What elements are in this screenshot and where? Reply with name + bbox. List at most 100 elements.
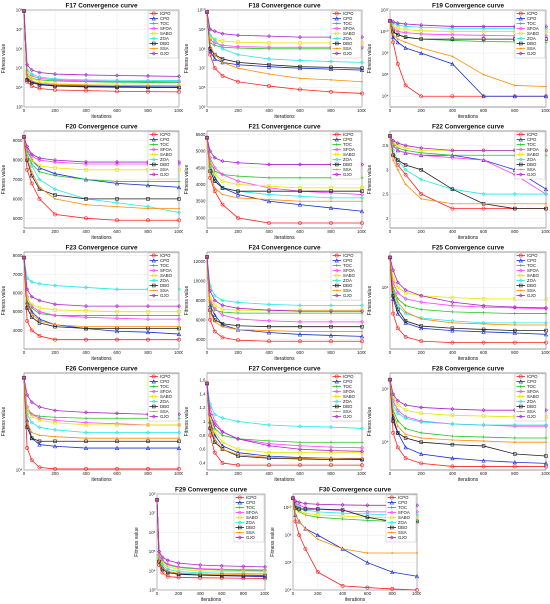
- legend-label: GJO: [343, 414, 352, 419]
- legend-label: SSA: [343, 288, 352, 293]
- legend-label: SFOA: [343, 147, 355, 152]
- y-tick-label: 10⁵: [382, 387, 389, 392]
- y-tick-label: 10⁵: [16, 66, 23, 71]
- x-axis-label: iterations: [91, 235, 112, 241]
- data-point: [299, 457, 301, 460]
- legend-label: SABO: [527, 394, 540, 399]
- data-point: [53, 88, 57, 92]
- legend-marker: [390, 525, 394, 530]
- data-point: [212, 450, 217, 455]
- data-point: [25, 392, 30, 397]
- y-tick-label: 10⁵: [199, 105, 206, 110]
- data-point: [328, 190, 334, 195]
- data-point: [220, 307, 225, 311]
- data-point: [37, 70, 42, 75]
- x-tick-label: 600: [480, 471, 488, 476]
- series-dbo: [22, 375, 181, 444]
- x-tick-label: 400: [265, 229, 273, 234]
- data-point: [419, 300, 424, 305]
- series-line: [23, 257, 179, 341]
- y-tick-label: 6000: [13, 196, 23, 201]
- data-point: [199, 573, 202, 575]
- legend-label: ICPO: [527, 11, 538, 16]
- data-point: [208, 296, 212, 301]
- data-point: [391, 392, 396, 397]
- legend-marker: [334, 36, 339, 41]
- convergence-chart-f29: F29 Convergence curve 0 200 400 600 800 1000 10…: [134, 487, 269, 604]
- data-point: [146, 89, 150, 94]
- data-point: [543, 423, 549, 428]
- data-point: [236, 311, 240, 315]
- x-tick-label: 1000: [260, 591, 269, 596]
- data-point: [329, 65, 333, 70]
- data-point: [316, 507, 320, 511]
- legend-label: SABO: [343, 31, 356, 36]
- data-point: [403, 167, 408, 172]
- data-point: [26, 157, 28, 160]
- data-point: [213, 179, 217, 183]
- y-tick-label: 10⁶: [199, 85, 206, 90]
- x-tick-label: 600: [113, 471, 121, 476]
- legend-item-sabo: SABO: [149, 152, 173, 157]
- data-point: [208, 175, 213, 180]
- data-point: [451, 439, 454, 441]
- data-point: [390, 587, 395, 591]
- data-point: [543, 332, 549, 337]
- legend-item-sfoa: SFOA: [332, 147, 355, 152]
- data-point: [481, 297, 486, 301]
- data-point: [403, 163, 408, 167]
- legend-item-ssa: SSA: [235, 530, 255, 535]
- data-point: [403, 45, 408, 50]
- y-tick-label: 5000: [196, 149, 206, 154]
- legend-item-cpo: CPO: [332, 258, 353, 263]
- data-point: [419, 192, 424, 196]
- data-point: [29, 73, 34, 78]
- data-point: [235, 306, 241, 311]
- legend-marker: [151, 157, 156, 162]
- legend-label: SFOA: [343, 26, 355, 31]
- legend-label: ZOA: [527, 36, 536, 41]
- data-point: [481, 414, 486, 418]
- data-point: [298, 324, 302, 329]
- data-point: [419, 431, 423, 435]
- legend-item-zoa: ZOA: [332, 157, 352, 162]
- legend-item-gjo: GJO: [332, 293, 352, 298]
- data-point: [365, 585, 370, 590]
- data-point: [235, 419, 241, 424]
- data-point: [115, 197, 119, 201]
- legend-item-dbo: DBO: [149, 162, 170, 167]
- legend-label: GJO: [246, 535, 255, 540]
- legend-marker: [389, 520, 394, 525]
- data-point: [53, 337, 57, 342]
- legend-marker: [152, 263, 156, 268]
- chart-title: F26 Convergence curve: [65, 366, 138, 373]
- data-point: [83, 445, 89, 450]
- legend-label: SSA: [527, 409, 536, 414]
- legend-label: TOC: [160, 21, 169, 26]
- data-point: [329, 308, 333, 312]
- data-point: [220, 57, 225, 61]
- data-point: [52, 427, 58, 432]
- x-tick-label: 1000: [541, 350, 550, 355]
- data-point: [361, 330, 363, 333]
- data-point: [419, 405, 424, 410]
- data-point: [212, 37, 217, 42]
- x-tick-label: 200: [51, 108, 59, 113]
- legend-marker: [151, 414, 156, 419]
- y-tick-label: 10⁴: [16, 468, 23, 473]
- y-tick-label: 10¹²: [381, 8, 389, 13]
- data-point: [298, 339, 302, 344]
- data-point: [544, 340, 548, 345]
- legend-label: CPO: [527, 137, 537, 142]
- data-point: [481, 26, 486, 31]
- data-point: [25, 319, 30, 323]
- legend-label: TOC: [160, 142, 169, 147]
- legend-marker: [518, 389, 523, 394]
- data-point: [37, 309, 42, 314]
- data-point: [266, 192, 272, 197]
- legend-marker: [151, 253, 156, 258]
- data-point: [213, 303, 217, 308]
- x-tick-label: 0: [206, 350, 209, 355]
- x-tick-label: 600: [113, 350, 121, 355]
